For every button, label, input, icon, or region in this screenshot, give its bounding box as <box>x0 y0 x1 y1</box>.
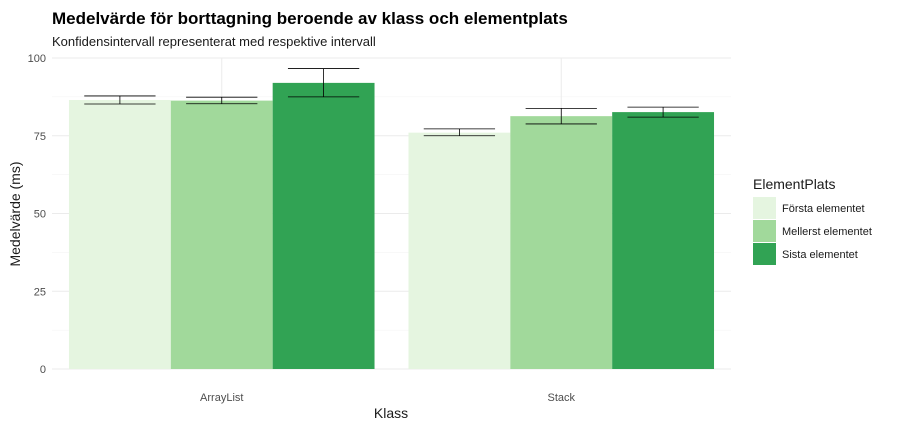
legend-label: Första elementet <box>782 203 865 215</box>
y-tick-label: 75 <box>34 131 46 143</box>
bar <box>272 82 375 369</box>
chart-title: Medelvärde för borttagning beroende av k… <box>52 9 568 28</box>
x-tick-label: Stack <box>547 392 575 404</box>
legend-title: ElementPlats <box>753 176 835 192</box>
y-tick-label: 0 <box>40 364 46 376</box>
error-bars <box>84 68 699 137</box>
legend-swatch <box>753 197 776 219</box>
x-axis-title: Klass <box>374 405 408 421</box>
bar <box>510 116 613 369</box>
legend-swatch <box>753 243 776 265</box>
y-tick-label: 100 <box>28 53 46 65</box>
legend: ElementPlats Första elementet Mellerst el… <box>753 176 872 265</box>
bar <box>408 132 511 369</box>
bar <box>612 112 715 369</box>
x-axis-ticks: ArrayList Stack <box>200 392 575 404</box>
y-axis-ticks: 0 25 50 75 100 <box>28 53 46 376</box>
bars <box>68 82 715 370</box>
y-tick-label: 25 <box>34 286 46 298</box>
bar <box>170 100 273 370</box>
x-tick-label: ArrayList <box>200 392 243 404</box>
y-axis-title: Medelvärde (ms) <box>7 161 23 266</box>
bar <box>68 99 171 370</box>
legend-label: Mellerst elementet <box>782 226 872 238</box>
chart-subtitle: Konfidensintervall representerat med res… <box>52 34 376 49</box>
legend-label: Sista elementet <box>782 249 858 261</box>
legend-swatch <box>753 220 776 242</box>
y-tick-label: 50 <box>34 209 46 221</box>
